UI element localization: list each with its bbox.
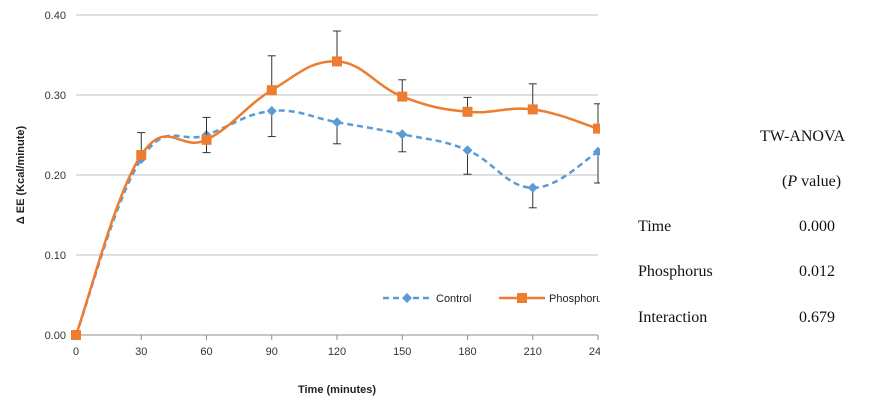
legend-item-phosphorus: Phosphorus [499,293,600,305]
data-point-phosphorus [332,56,342,67]
anova-row-phosphorus-label: Phosphorus [638,263,713,280]
x-tick-label: 0 [73,346,79,358]
y-axis-title: Δ EE (Kcal/minute) [15,125,27,224]
data-point-phosphorus [527,104,538,115]
anova-row-interaction-value: 0.679 [799,309,835,326]
x-axis-title: Time (minutes) [298,384,376,396]
legend-item-control: Control [383,293,471,305]
gridlines [76,14,598,256]
y-tick-label: 0.40 [45,10,66,22]
legend-phosphorus-marker [517,293,527,303]
data-point-control [462,145,473,156]
data-point-control [266,106,277,116]
x-tick-labels: 0 30 60 90 120 150 180 210 240 [73,335,600,358]
y-tick-label: 0.00 [45,330,66,342]
series-control [71,106,600,340]
data-point-control [593,146,600,157]
x-tick-label: 120 [328,346,346,358]
anova-row-phosphorus-value: 0.012 [799,263,835,280]
series-line-control [74,109,599,336]
legend: Control Phosphorus [383,293,600,305]
x-tick-label: 60 [200,346,212,358]
data-point-control [332,117,342,128]
legend-control-marker [402,293,412,303]
data-point-control [397,129,408,140]
data-point-phosphorus [397,91,408,102]
anova-row-time-label: Time [638,218,672,235]
y-tick-label: 0.30 [45,90,66,102]
x-tick-label: 180 [458,346,476,358]
series-phosphorus [71,30,600,340]
y-tick-labels: 0.00 0.10 0.20 0.30 0.40 [45,10,66,342]
anova-row-interaction-label: Interaction [638,309,708,326]
data-point-phosphorus [462,106,473,117]
anova-subtitle: (P value) [782,173,842,190]
x-tick-label: 210 [524,346,542,358]
x-tick-label: 240 [589,346,600,358]
anova-title: TW-ANOVA [760,128,846,145]
x-tick-label: 30 [135,346,147,358]
anova-row-time-value: 0.000 [799,218,835,235]
data-point-phosphorus [593,123,600,134]
data-point-phosphorus [71,330,81,340]
legend-control-label: Control [436,293,471,305]
data-point-control [527,182,538,193]
legend-phosphorus-label: Phosphorus [549,293,600,305]
x-tick-label: 150 [393,346,411,358]
y-tick-label: 0.20 [45,170,66,182]
data-point-phosphorus [266,85,277,96]
data-point-phosphorus [136,150,147,160]
x-tick-label: 90 [266,346,278,358]
data-point-phosphorus [201,134,212,145]
series-layer [71,30,600,340]
anova-table: TW-ANOVA (P value) Time 0.000 Phosphorus… [610,118,870,348]
y-tick-label: 0.10 [45,250,66,262]
